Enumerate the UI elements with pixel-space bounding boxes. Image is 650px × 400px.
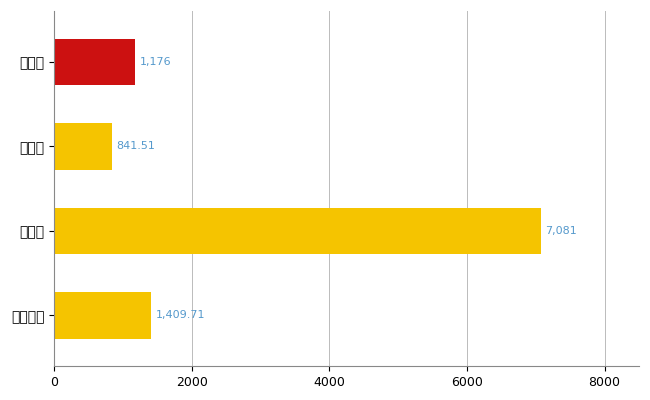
- Text: 7,081: 7,081: [545, 226, 577, 236]
- Text: 1,176: 1,176: [139, 57, 171, 67]
- Text: 1,409.71: 1,409.71: [155, 310, 205, 320]
- Bar: [55, 38, 135, 85]
- Bar: [55, 123, 112, 170]
- Bar: [55, 292, 151, 339]
- Text: 841.51: 841.51: [116, 141, 155, 151]
- Bar: [55, 208, 541, 254]
